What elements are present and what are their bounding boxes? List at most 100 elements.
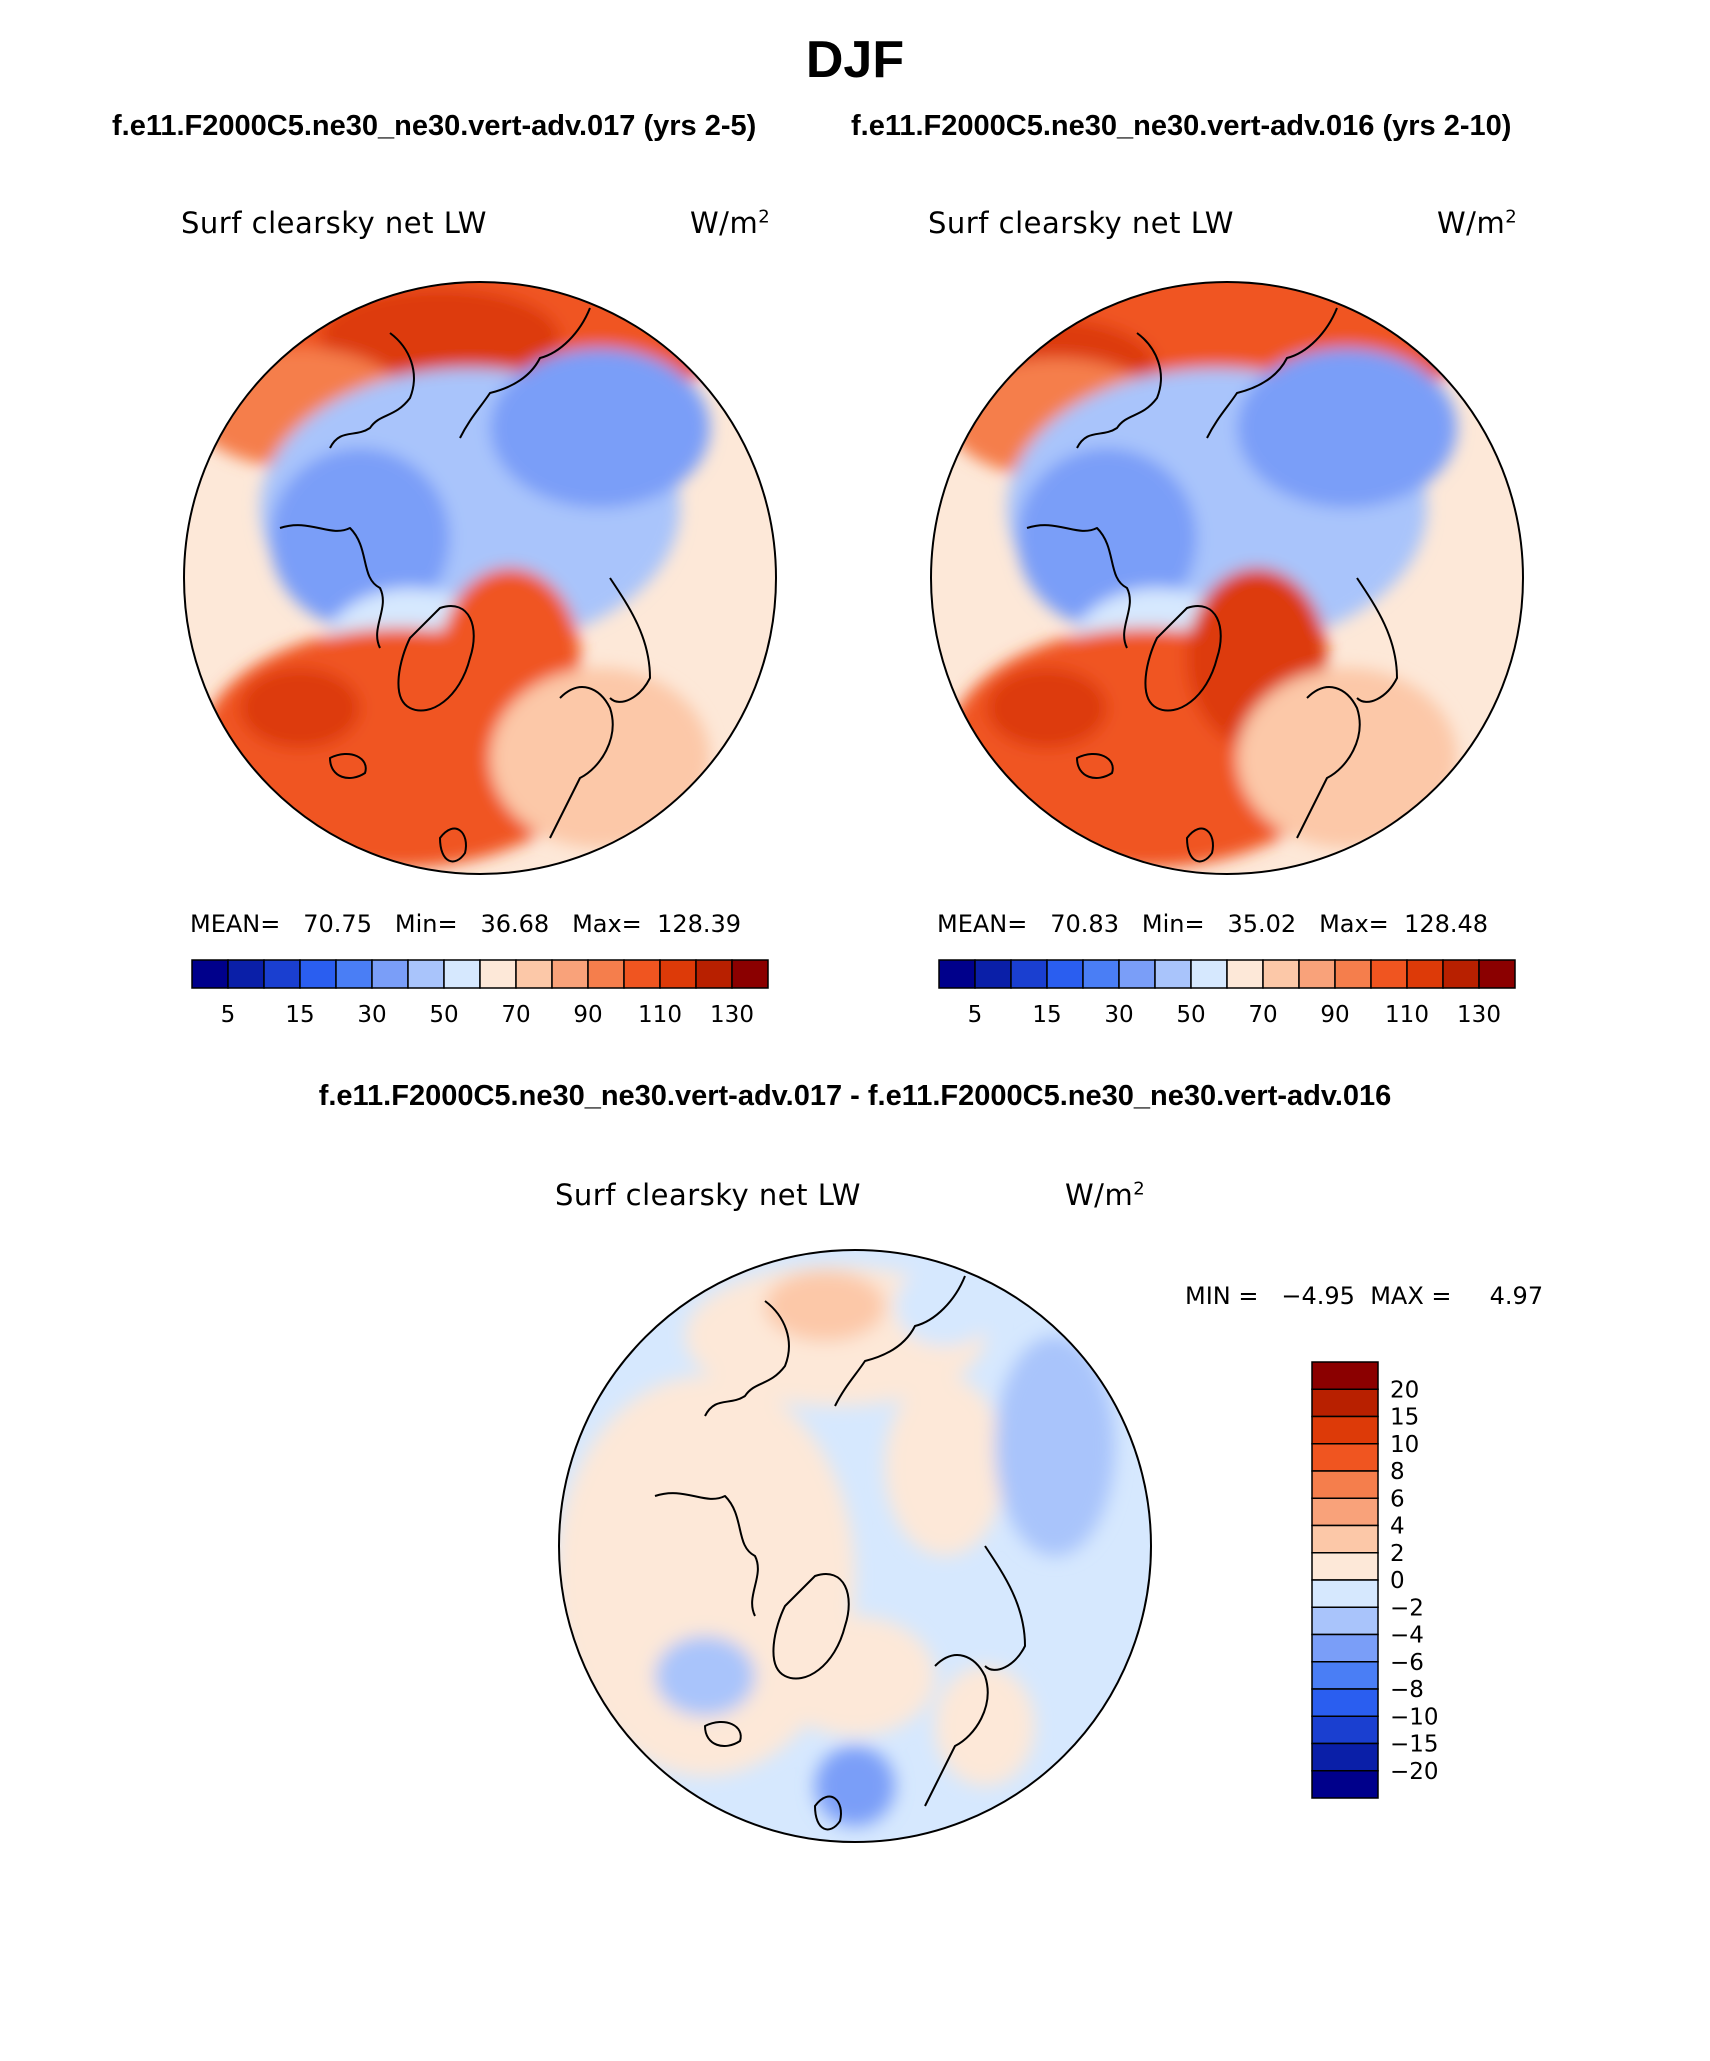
- panel1-coastline-siberia: [459, 307, 591, 439]
- panel1-colorbar-tick-label: 70: [501, 1002, 530, 1028]
- panel1-colorbar-swatch: [407, 959, 445, 989]
- panel1-colorbar-tick-label: 50: [429, 1002, 458, 1028]
- diff-field-central-warm: [885, 1376, 1005, 1556]
- panel2-colorbar-swatch: [1154, 959, 1192, 989]
- panel1-colorbar-swatch: [479, 959, 517, 989]
- diff-colorbar-tick-label: 15: [1390, 1405, 1419, 1431]
- diff-colorbar-tick-label: 2: [1390, 1541, 1405, 1567]
- diff-field-chukchi-warm: [765, 1271, 885, 1341]
- panel2-colorbar-tick-label: 90: [1320, 1002, 1349, 1028]
- panel2-colorbar-swatch: [1298, 959, 1336, 989]
- panel2-coastline-siberia: [1206, 307, 1338, 439]
- panel2-colorbar-swatch: [1478, 959, 1516, 989]
- diff-min-value: −4.95: [1281, 1282, 1355, 1310]
- diff-coastline-scandinavia: [924, 1654, 989, 1807]
- diff-colorbar-swatch: [1311, 1606, 1379, 1636]
- diff-colorbar-swatch: [1311, 1524, 1379, 1554]
- subtitle-left: f.e11.F2000C5.ne30_ne30.vert-adv.017 (yr…: [112, 110, 757, 142]
- panel2-field-atlantic-hot: [987, 668, 1107, 748]
- panel2-colorbar-swatch: [1442, 959, 1480, 989]
- panel1-colorbar-swatch: [443, 959, 481, 989]
- panel1-min-value: 36.68: [480, 910, 550, 938]
- panel2-colorbar-swatch: [1082, 959, 1120, 989]
- diff-field-north-sea-cool: [815, 1746, 895, 1826]
- panel1-colorbar-swatch: [731, 959, 769, 989]
- panel1-colorbar-swatch: [299, 959, 337, 989]
- panel1-coastline-britain: [439, 827, 467, 863]
- panel1-coastline-alaska: [329, 332, 415, 449]
- panel1-field-europe-mild: [490, 668, 710, 848]
- diff-colorbar-swatch: [1311, 1497, 1379, 1527]
- panel2-colorbar-swatch: [1046, 959, 1084, 989]
- diff-coastline-alaska: [704, 1300, 790, 1417]
- panel2-coastline-alaska: [1076, 332, 1162, 449]
- diff-colorbar-swatch: [1311, 1579, 1379, 1608]
- panel2-coastline-canada: [1026, 524, 1131, 649]
- panel1-colorbar-swatch: [623, 959, 661, 989]
- panel2-coastline-greenland: [1144, 605, 1222, 712]
- diff-stats: MIN = −4.95 MAX = 4.97: [1185, 1282, 1543, 1310]
- panel2-mean-label: MEAN=: [937, 910, 1028, 938]
- panel2-colorbar: 5 15 30 50 70 90 110 130: [938, 959, 1516, 1028]
- diff-coastline-siberia: [834, 1275, 966, 1407]
- diff-colorbar-swatch: [1311, 1633, 1379, 1663]
- diff-map-border: [558, 1249, 1152, 1843]
- diff-max-value: 4.97: [1489, 1282, 1544, 1310]
- panel1-colorbar-swatch: [371, 959, 409, 989]
- panel2-colorbar-swatch: [1010, 959, 1048, 989]
- panel2-min-value: 35.02: [1227, 910, 1297, 938]
- panel1-map-border: [183, 281, 777, 875]
- panel2-stats: MEAN= 70.83 Min= 35.02 Max= 128.48: [937, 910, 1488, 938]
- difference-title: f.e11.F2000C5.ne30_ne30.vert-adv.017 - f…: [318, 1080, 1392, 1112]
- panel2-coastline-russia: [1356, 577, 1398, 703]
- panel2-colorbar-swatch: [1406, 959, 1444, 989]
- panel2-field-europe-mild: [1237, 668, 1457, 848]
- diff-colorbar-swatch: [1311, 1742, 1379, 1772]
- panel1-mean-value: 70.75: [303, 910, 372, 938]
- panel2-max-label: Max=: [1319, 910, 1389, 938]
- panel1-colorbar-tick-label: 110: [638, 1002, 682, 1028]
- diff-colorbar-tick-label: 0: [1390, 1568, 1405, 1594]
- diff-colorbar-tick-label: −2: [1390, 1595, 1424, 1621]
- panel2-colorbar-tick-label: 70: [1248, 1002, 1277, 1028]
- diff-coastline-britain: [814, 1795, 842, 1831]
- panel1-colorbar-tick-label: 90: [573, 1002, 602, 1028]
- panel1-colorbar: 5 15 30 50 70 90 110 130: [191, 959, 769, 1028]
- diff-colorbar-tick-label: 4: [1390, 1514, 1405, 1540]
- panel2-colorbar-tick-label: 50: [1176, 1002, 1205, 1028]
- panel1-variable-label: Surf clearsky net LW: [181, 206, 487, 240]
- panel1-stats: MEAN= 70.75 Min= 36.68 Max= 128.39: [190, 910, 741, 938]
- panel2-colorbar-swatch: [1370, 959, 1408, 989]
- panel1-mean-label: MEAN=: [190, 910, 281, 938]
- diff-colorbar-tick-label: −8: [1390, 1677, 1424, 1703]
- panel2-map-border: [930, 281, 1524, 875]
- panel1-field-arctic-colder: [270, 448, 450, 628]
- panel2-colorbar-swatch: [1334, 959, 1372, 989]
- diff-coastline-canada: [654, 1492, 759, 1617]
- panel2-polar-map: [930, 281, 1524, 875]
- subtitle-right: f.e11.F2000C5.ne30_ne30.vert-adv.016 (yr…: [851, 110, 1512, 142]
- panel2-colorbar-swatch: [974, 959, 1012, 989]
- diff-colorbar-swatch: [1311, 1552, 1379, 1581]
- diff-colorbar-tick-label: −10: [1390, 1704, 1439, 1730]
- diff-field-greenland-cool: [655, 1636, 755, 1716]
- diff-coastline-russia: [984, 1545, 1026, 1671]
- panel1-colorbar-tick-label: 15: [285, 1002, 314, 1028]
- panel1-colorbar-swatch: [695, 959, 733, 989]
- panel2-coastline-scandinavia: [1296, 686, 1361, 839]
- diff-colorbar-tick-label: 6: [1390, 1486, 1405, 1512]
- diff-colorbar-tick-label: −6: [1390, 1650, 1424, 1676]
- diff-colorbar-swatch: [1311, 1688, 1379, 1717]
- panel2-coastline-britain: [1186, 827, 1214, 863]
- panel2-colorbar-swatch: [1262, 959, 1300, 989]
- panel1-colorbar-tick-label: 130: [710, 1002, 754, 1028]
- diff-colorbar-tick-label: −15: [1390, 1732, 1439, 1758]
- panel1-field-siberia-cool: [490, 348, 710, 508]
- diff-coastline-greenland: [772, 1573, 850, 1680]
- panel2-colorbar-swatch: [1226, 959, 1264, 989]
- diff-field-atlantic-warm: [775, 1616, 935, 1736]
- panel1-coastline-iceland: [329, 753, 367, 779]
- diff-units: W/m2: [1065, 1178, 1146, 1212]
- diff-colorbar-swatch: [1311, 1661, 1379, 1690]
